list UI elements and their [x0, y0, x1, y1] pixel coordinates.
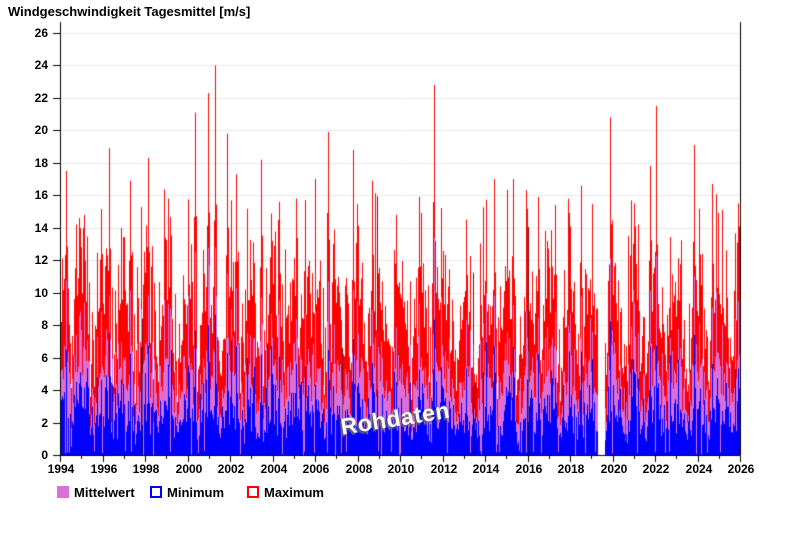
x-tick-label: 2010 — [387, 462, 415, 476]
maximum-swatch — [247, 486, 259, 498]
y-tick-label: 8 — [41, 318, 48, 332]
y-tick-label: 18 — [34, 156, 48, 170]
y-tick-label: 24 — [34, 58, 48, 72]
x-tick-label: 2008 — [345, 462, 373, 476]
mittelwert-swatch — [57, 486, 69, 498]
chart-title: Windgeschwindigkeit Tagesmittel [m/s] — [8, 4, 251, 19]
y-tick-label: 16 — [34, 188, 48, 202]
x-tick-label: 2022 — [642, 462, 670, 476]
x-tick-label: 2014 — [472, 462, 500, 476]
x-tick-label: 2006 — [302, 462, 330, 476]
y-tick-label: 22 — [34, 91, 48, 105]
y-tick-label: 4 — [41, 383, 48, 397]
y-tick-label: 10 — [34, 286, 48, 300]
x-tick-label: 2002 — [217, 462, 245, 476]
legend-item-mittelwert: Mittelwert — [57, 484, 135, 500]
x-tick-label: 2020 — [600, 462, 628, 476]
x-tick-label: 1994 — [47, 462, 75, 476]
legend-label-maximum: Maximum — [264, 484, 324, 500]
legend-label-minimum: Minimum — [167, 484, 225, 500]
x-tick-label: 2004 — [260, 462, 288, 476]
minimum-swatch — [150, 486, 162, 498]
x-tick-label: 2000 — [175, 462, 203, 476]
y-tick-label: 26 — [34, 26, 48, 40]
x-tick-label: 2018 — [557, 462, 585, 476]
y-tick-label: 2 — [41, 416, 48, 430]
y-tick-label: 6 — [41, 351, 48, 365]
legend-item-maximum: Maximum — [247, 484, 324, 500]
y-tick-label: 0 — [41, 448, 48, 462]
x-tick-label: 1998 — [132, 462, 160, 476]
x-tick-label: 2026 — [727, 462, 755, 476]
legend: Mittelwert Minimum Maximum — [0, 484, 800, 502]
x-tick-label: 2016 — [515, 462, 543, 476]
y-tick-label: 20 — [34, 123, 48, 137]
x-tick-label: 2012 — [430, 462, 458, 476]
legend-label-mittelwert: Mittelwert — [74, 484, 135, 500]
y-tick-label: 14 — [34, 221, 48, 235]
y-tick-label: 12 — [34, 253, 48, 267]
x-tick-label: 2024 — [685, 462, 713, 476]
x-tick-label: 1996 — [90, 462, 118, 476]
legend-item-minimum: Minimum — [150, 484, 224, 500]
